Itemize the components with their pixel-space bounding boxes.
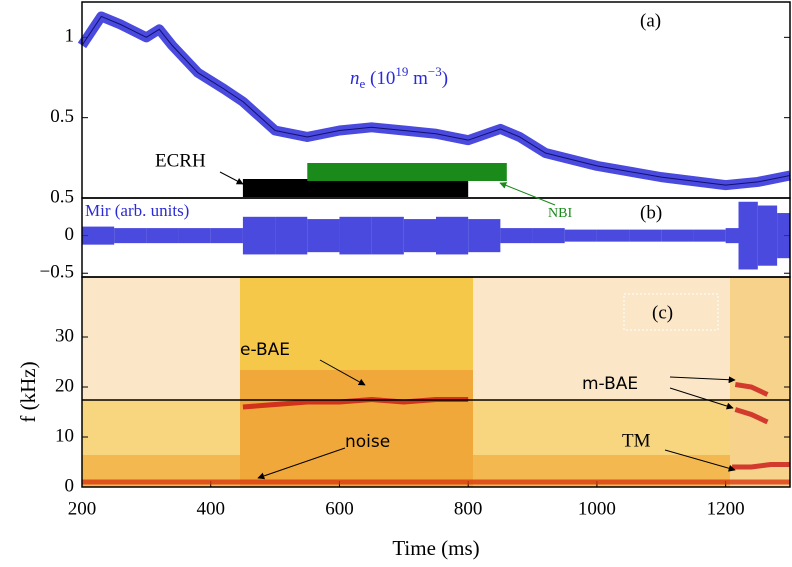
signal-envelope (532, 228, 565, 244)
signal-line (81, 15, 791, 186)
mode-trace (734, 382, 769, 425)
signal-envelope (500, 228, 533, 244)
mode-label: noise (345, 432, 390, 452)
x-tick-label: 1000 (578, 498, 616, 519)
signal-envelope (403, 219, 436, 253)
arrow (319, 359, 366, 386)
y-tick-label: 20 (55, 375, 74, 396)
signal-envelope (564, 229, 597, 242)
panel-label: (a) (640, 10, 661, 31)
mode-label: m-BAE (582, 374, 638, 394)
signal-envelope (210, 228, 243, 244)
signal-label: ne (1019 m−3) (350, 64, 448, 91)
arrow (219, 171, 244, 185)
spectrogram-background (82, 277, 790, 487)
y-tick-label: 0 (65, 475, 75, 496)
mode-label: TM (622, 430, 651, 451)
signal-envelope (661, 229, 694, 242)
mode-label: e-BAE (240, 340, 290, 360)
signal-envelope (629, 229, 662, 242)
signal-envelope (693, 229, 726, 242)
signal-envelope (146, 228, 179, 244)
x-tick-label: 600 (325, 498, 354, 519)
label-box (623, 293, 719, 331)
arrow (669, 387, 734, 410)
label-part: 19 (395, 64, 408, 79)
label-part: (10 (365, 68, 395, 89)
label-part: n (350, 68, 360, 89)
signal-envelope (371, 216, 404, 255)
signal-label: Mir (arb. units) (85, 201, 189, 220)
signal-envelope (757, 205, 778, 266)
signal-envelope (725, 228, 739, 244)
y-tick-label: 30 (55, 325, 74, 346)
heating-bar (307, 163, 507, 181)
signal-envelope (242, 216, 276, 255)
label-part: m (408, 68, 428, 89)
panel-frame (81, 276, 791, 488)
panel-label: (c) (652, 302, 673, 323)
plot-area: 0.5 1 −0.5 0 0.5 0 10 20 30 200 400 600 800 1000 1200 (40, 1, 791, 519)
signal-envelope (307, 219, 340, 253)
signal-envelope (178, 228, 211, 244)
arrow (499, 182, 556, 206)
heating-label: ECRH (155, 150, 206, 171)
x-tick-label: 400 (196, 498, 225, 519)
x-tick-label: 1200 (707, 498, 745, 519)
arrow (664, 449, 736, 472)
y-axis-label: f (kHz) (16, 361, 40, 422)
panel-label: (b) (640, 202, 662, 223)
label-part: ) (442, 68, 448, 89)
signal-envelope (114, 228, 147, 244)
signal-envelope (82, 226, 115, 245)
signal-envelope (777, 213, 790, 259)
signal-envelope (596, 229, 630, 242)
y-tick-label: 1 (65, 26, 75, 47)
y-tick-label: 10 (55, 425, 74, 446)
x-axis-label: Time (ms) (392, 536, 479, 560)
x-tick-label: 800 (454, 498, 483, 519)
y-tick-label: 0 (65, 224, 75, 245)
y-tick-label: −0.5 (40, 262, 74, 283)
y-tick-label: 0.5 (50, 186, 74, 207)
signal-envelope (275, 216, 308, 255)
heating-bar (242, 179, 469, 197)
x-tick-label: 200 (68, 498, 97, 519)
signal-envelope (738, 201, 758, 270)
signal-envelope (468, 219, 501, 253)
label-part: e (360, 76, 366, 91)
arrow (257, 447, 346, 480)
y-tick-label: 0.5 (50, 106, 74, 127)
signal-envelope (436, 216, 469, 255)
mode-trace (732, 462, 790, 470)
signal-envelope (339, 216, 372, 255)
heating-label: NBI (548, 206, 572, 221)
label-part: −3 (428, 64, 442, 79)
arrow (669, 376, 736, 384)
